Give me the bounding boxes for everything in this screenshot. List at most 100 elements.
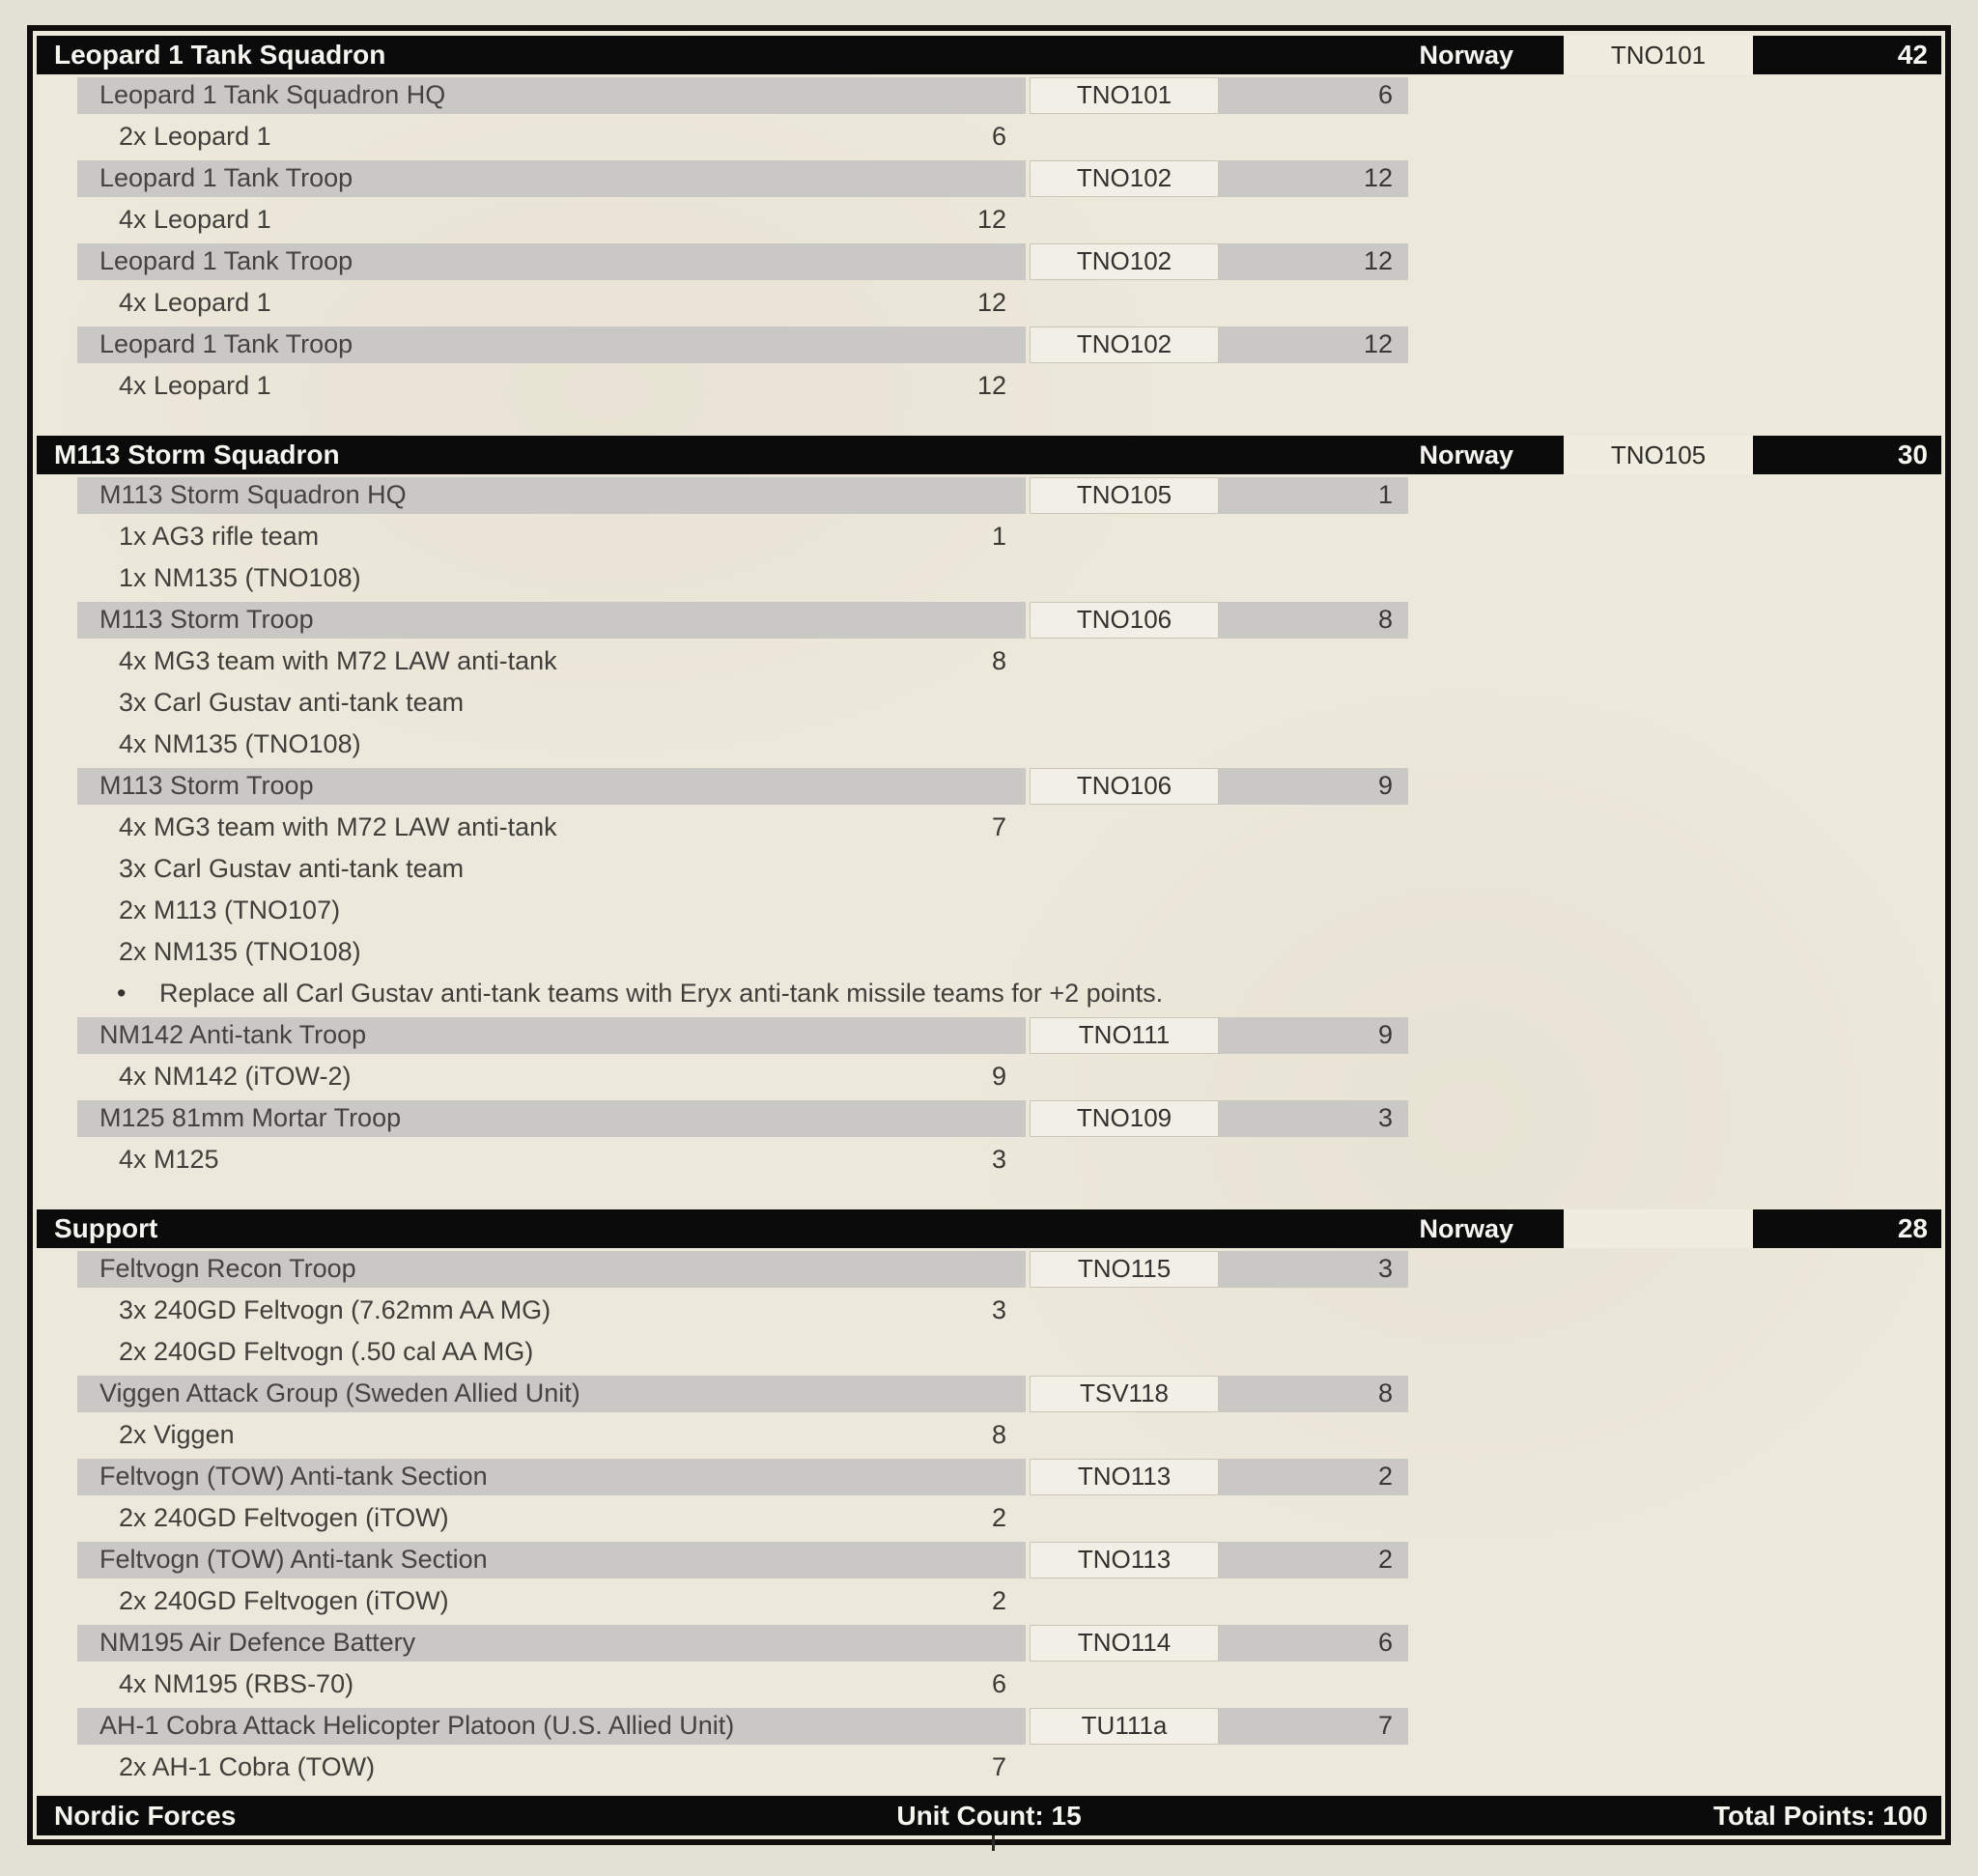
equipment-row-inner: 2x 240GD Feltvogn (.50 cal AA MG) bbox=[119, 1337, 1006, 1367]
equipment-name: 4x NM135 (TNO108) bbox=[119, 729, 361, 758]
unit-row: AH-1 Cobra Attack Helicopter Platoon (U.… bbox=[37, 1705, 1941, 1747]
equipment-row-inner: 4x Leopard 1 12 bbox=[119, 205, 1006, 235]
equipment-points: 12 bbox=[976, 371, 1006, 400]
unit-code: TNO102 bbox=[1030, 159, 1219, 197]
unit-name: AH-1 Cobra Attack Helicopter Platoon (U.… bbox=[77, 1707, 1026, 1745]
section-rows: M113 Storm Squadron HQ TNO105 1 1x AG3 r… bbox=[37, 474, 1941, 1180]
equipment-row: 4x MG3 team with M72 LAW anti-tank 8 bbox=[37, 640, 1941, 682]
force-name: Nordic Forces bbox=[54, 1800, 237, 1831]
unit-name: Feltvogn Recon Troop bbox=[77, 1250, 1026, 1288]
equipment-row-inner: 2x 240GD Feltvogen (iTOW) 2 bbox=[119, 1503, 1006, 1533]
equipment-name: 2x 240GD Feltvogen (iTOW) bbox=[119, 1503, 449, 1532]
section-points-total: 28 bbox=[1897, 1213, 1928, 1243]
equipment-name: 2x AH-1 Cobra (TOW) bbox=[119, 1752, 376, 1781]
equipment-row: 3x Carl Gustav anti-tank team bbox=[37, 848, 1941, 890]
equipment-points: 8 bbox=[991, 646, 1006, 675]
nation-label: Norway bbox=[1419, 40, 1513, 70]
unit-row: Feltvogn (TOW) Anti-tank Section TNO113 … bbox=[37, 1456, 1941, 1497]
equipment-name: 3x Carl Gustav anti-tank team bbox=[119, 688, 465, 717]
total-points: Total Points: 100 bbox=[1713, 1800, 1928, 1831]
force-section: M113 Storm Squadron Norway TNO105 30 M11… bbox=[37, 436, 1941, 1180]
equipment-row: 4x NM135 (TNO108) bbox=[37, 724, 1941, 765]
unit-code: TNO111 bbox=[1030, 1016, 1219, 1054]
unit-code: TNO102 bbox=[1030, 326, 1219, 363]
equipment-name: 4x NM195 (RBS-70) bbox=[119, 1669, 354, 1698]
equipment-points: 9 bbox=[991, 1062, 1006, 1091]
unit-points: 1 bbox=[1219, 476, 1408, 514]
page-fold-mark bbox=[992, 1835, 995, 1851]
equipment-row-inner: 3x Carl Gustav anti-tank team bbox=[119, 688, 1006, 718]
unit-name: NM142 Anti-tank Troop bbox=[77, 1016, 1026, 1054]
equipment-row: 2x Viggen 8 bbox=[37, 1414, 1941, 1456]
equipment-row-inner: 4x NM135 (TNO108) bbox=[119, 729, 1006, 759]
equipment-row-inner: 2x Viggen 8 bbox=[119, 1420, 1006, 1450]
unit-code: TNO113 bbox=[1030, 1541, 1219, 1578]
equipment-row: 2x NM135 (TNO108) bbox=[37, 931, 1941, 973]
unit-row: Leopard 1 Tank Troop TNO102 12 bbox=[37, 324, 1941, 365]
equipment-name: 2x NM135 (TNO108) bbox=[119, 937, 361, 966]
nation-label: Norway bbox=[1419, 440, 1513, 469]
unit-row: Leopard 1 Tank Squadron HQ TNO101 6 bbox=[37, 74, 1941, 116]
equipment-name: 4x M125 bbox=[119, 1145, 219, 1174]
unit-points: 8 bbox=[1219, 601, 1408, 639]
unit-name: M113 Storm Squadron HQ bbox=[77, 476, 1026, 514]
unit-points: 2 bbox=[1219, 1541, 1408, 1578]
equipment-row-inner: 1x NM135 (TNO108) bbox=[119, 563, 1006, 593]
equipment-points: 7 bbox=[991, 812, 1006, 841]
unit-code: TNO101 bbox=[1030, 76, 1219, 114]
section-header-bar: Support Norway 28 bbox=[37, 1209, 1941, 1248]
unit-code: TNO106 bbox=[1030, 601, 1219, 639]
unit-points: 12 bbox=[1219, 326, 1408, 363]
unit-code: TSV118 bbox=[1030, 1375, 1219, 1412]
equipment-row-inner: 4x Leopard 1 12 bbox=[119, 288, 1006, 318]
equipment-points: 1 bbox=[991, 522, 1006, 551]
section-title: Leopard 1 Tank Squadron bbox=[54, 40, 386, 70]
section-header-bar: Leopard 1 Tank Squadron Norway TNO101 42 bbox=[37, 36, 1941, 74]
equipment-name: 2x Viggen bbox=[119, 1420, 235, 1449]
equipment-points: 12 bbox=[976, 205, 1006, 234]
equipment-row: 4x NM142 (iTOW-2) 9 bbox=[37, 1056, 1941, 1097]
option-note-text: Replace all Carl Gustav anti-tank teams … bbox=[159, 979, 1164, 1008]
unit-code: TU111a bbox=[1030, 1707, 1219, 1745]
unit-points: 7 bbox=[1219, 1707, 1408, 1745]
equipment-name: 3x Carl Gustav anti-tank team bbox=[119, 854, 465, 883]
equipment-name: 3x 240GD Feltvogn (7.62mm AA MG) bbox=[119, 1295, 551, 1324]
section-title: M113 Storm Squadron bbox=[54, 440, 340, 469]
option-note-row: • Replace all Carl Gustav anti-tank team… bbox=[37, 973, 1941, 1014]
equipment-row: 2x Leopard 1 6 bbox=[37, 116, 1941, 157]
equipment-name: 2x M113 (TNO107) bbox=[119, 895, 341, 924]
equipment-points: 7 bbox=[991, 1752, 1006, 1781]
unit-row: Viggen Attack Group (Sweden Allied Unit)… bbox=[37, 1373, 1941, 1414]
section-title: Support bbox=[54, 1213, 158, 1243]
footer-bar: Nordic Forces Unit Count: 15 Total Point… bbox=[37, 1796, 1941, 1835]
section-points-total: 42 bbox=[1897, 40, 1928, 70]
equipment-row-inner: 4x NM142 (iTOW-2) 9 bbox=[119, 1062, 1006, 1092]
equipment-name: 4x Leopard 1 bbox=[119, 288, 271, 317]
equipment-row: 2x 240GD Feltvogn (.50 cal AA MG) bbox=[37, 1331, 1941, 1373]
unit-row: M113 Storm Troop TNO106 8 bbox=[37, 599, 1941, 640]
unit-name: Leopard 1 Tank Troop bbox=[77, 242, 1026, 280]
equipment-name: 4x Leopard 1 bbox=[119, 205, 271, 234]
unit-code: TNO102 bbox=[1030, 242, 1219, 280]
nation-label: Norway bbox=[1419, 1213, 1513, 1243]
equipment-points: 3 bbox=[991, 1145, 1006, 1174]
equipment-name: 4x Leopard 1 bbox=[119, 371, 271, 400]
equipment-row-inner: 4x NM195 (RBS-70) 6 bbox=[119, 1669, 1006, 1699]
unit-row: M113 Storm Troop TNO106 9 bbox=[37, 765, 1941, 807]
equipment-row-inner: 2x 240GD Feltvogen (iTOW) 2 bbox=[119, 1586, 1006, 1616]
bullet-icon: • bbox=[117, 979, 127, 1008]
unit-row: NM195 Air Defence Battery TNO114 6 bbox=[37, 1622, 1941, 1663]
equipment-row-inner: 1x AG3 rifle team 1 bbox=[119, 522, 1006, 552]
unit-points: 9 bbox=[1219, 767, 1408, 805]
unit-points: 12 bbox=[1219, 159, 1408, 197]
unit-points: 2 bbox=[1219, 1458, 1408, 1495]
equipment-row-inner: 4x MG3 team with M72 LAW anti-tank 8 bbox=[119, 646, 1006, 676]
section-code-box: TNO101 bbox=[1564, 36, 1753, 74]
equipment-points: 6 bbox=[991, 122, 1006, 151]
equipment-row: 2x 240GD Feltvogen (iTOW) 2 bbox=[37, 1580, 1941, 1622]
equipment-points: 2 bbox=[991, 1503, 1006, 1532]
unit-name: Feltvogn (TOW) Anti-tank Section bbox=[77, 1458, 1026, 1495]
equipment-row: 3x Carl Gustav anti-tank team bbox=[37, 682, 1941, 724]
equipment-row: 3x 240GD Feltvogn (7.62mm AA MG) 3 bbox=[37, 1290, 1941, 1331]
equipment-name: 4x MG3 team with M72 LAW anti-tank bbox=[119, 646, 557, 675]
